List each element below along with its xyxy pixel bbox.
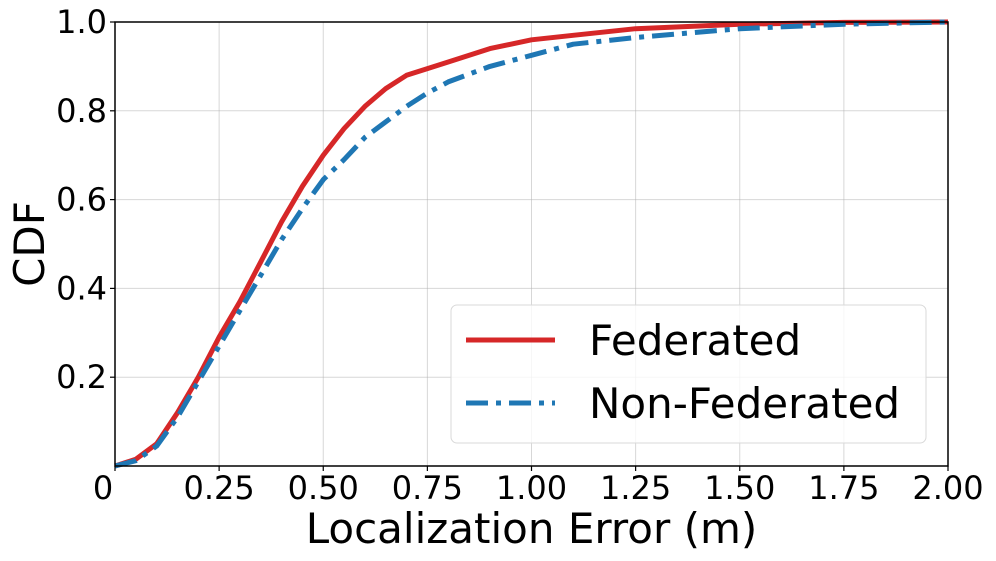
x-tick-label: 1.50 xyxy=(704,469,775,507)
y-axis-ticks: 0.2 0.4 0.6 0.8 1.0 xyxy=(56,3,115,396)
x-tick-label: 0.75 xyxy=(392,469,463,507)
x-tick-label: 0.50 xyxy=(288,469,359,507)
x-tick-label: 1.00 xyxy=(496,469,567,507)
x-tick-label: 1.75 xyxy=(808,469,879,507)
y-tick-label: 1.0 xyxy=(56,3,107,41)
x-axis-title: Localization Error (m) xyxy=(306,504,758,553)
y-tick-label: 0.6 xyxy=(56,181,107,219)
x-tick-label: 2.00 xyxy=(912,469,983,507)
y-axis-title: CDF xyxy=(5,201,54,287)
x-tick-label: 0.25 xyxy=(184,469,255,507)
x-axis-ticks: 0 0.25 0.50 0.75 1.00 1.25 1.50 1.75 2.00 xyxy=(93,466,984,507)
y-tick-label: 0.4 xyxy=(56,269,107,307)
y-tick-label: 0.2 xyxy=(56,358,107,396)
legend-label-non-federated: Non-Federated xyxy=(589,379,900,428)
legend-box xyxy=(450,304,927,444)
y-tick-label: 0.8 xyxy=(56,92,107,130)
legend: Federated Non-Federated xyxy=(450,304,927,444)
series-line-non-federated xyxy=(114,19,949,469)
series-layer xyxy=(114,19,949,469)
x-tick-label: 1.25 xyxy=(600,469,671,507)
x-tick-label: 0 xyxy=(93,469,113,507)
legend-label-federated: Federated xyxy=(589,316,801,365)
